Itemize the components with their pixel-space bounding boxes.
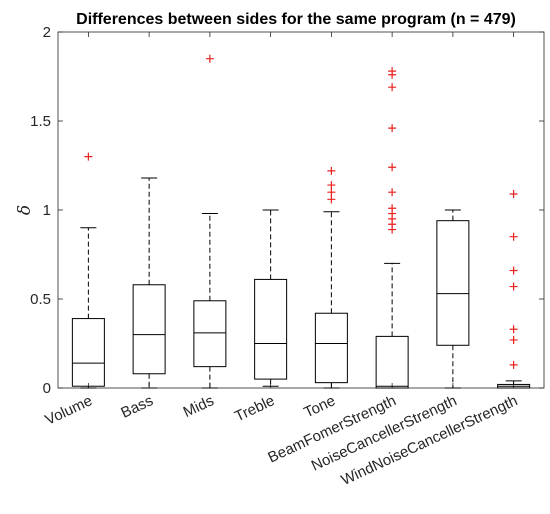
outlier-point xyxy=(388,67,397,76)
outlier-point xyxy=(388,188,397,197)
outlier-point xyxy=(388,124,397,133)
outlier-point xyxy=(388,204,397,213)
box xyxy=(375,335,409,389)
box xyxy=(193,300,227,368)
outlier-point xyxy=(509,325,518,334)
outlier-point xyxy=(509,282,518,291)
x-tick-label: Mids xyxy=(181,392,217,421)
x-tick-label: Tone xyxy=(301,392,338,421)
box xyxy=(71,318,105,387)
outlier-point xyxy=(509,232,518,241)
box xyxy=(132,284,166,375)
outlier-point xyxy=(509,266,518,275)
x-tick-label: Volume xyxy=(43,392,96,429)
outlier-point xyxy=(327,181,336,190)
outlier-point xyxy=(327,188,336,197)
y-tick-label: 2 xyxy=(43,24,51,41)
box xyxy=(254,278,288,380)
y-tick-label: 0 xyxy=(43,380,51,397)
outlier-point xyxy=(205,54,214,63)
plot-frame xyxy=(57,31,545,389)
outlier-point xyxy=(509,360,518,369)
y-tick-label: 1.5 xyxy=(30,113,51,130)
outlier-point xyxy=(327,166,336,175)
outlier-point xyxy=(509,189,518,198)
outlier-point xyxy=(84,152,93,161)
y-tick-label: 1 xyxy=(43,202,51,219)
outlier-point xyxy=(327,195,336,204)
box xyxy=(436,220,470,346)
chart-title: Differences between sides for the same p… xyxy=(76,11,516,28)
y-axis-label: δ xyxy=(15,205,35,215)
x-tick-label: Treble xyxy=(232,392,277,425)
outlier-point xyxy=(509,335,518,344)
outlier-point xyxy=(388,163,397,172)
box xyxy=(314,312,348,384)
outlier-point xyxy=(388,83,397,92)
x-tick-label: Bass xyxy=(118,392,155,422)
y-tick-label: 0.5 xyxy=(30,291,51,308)
